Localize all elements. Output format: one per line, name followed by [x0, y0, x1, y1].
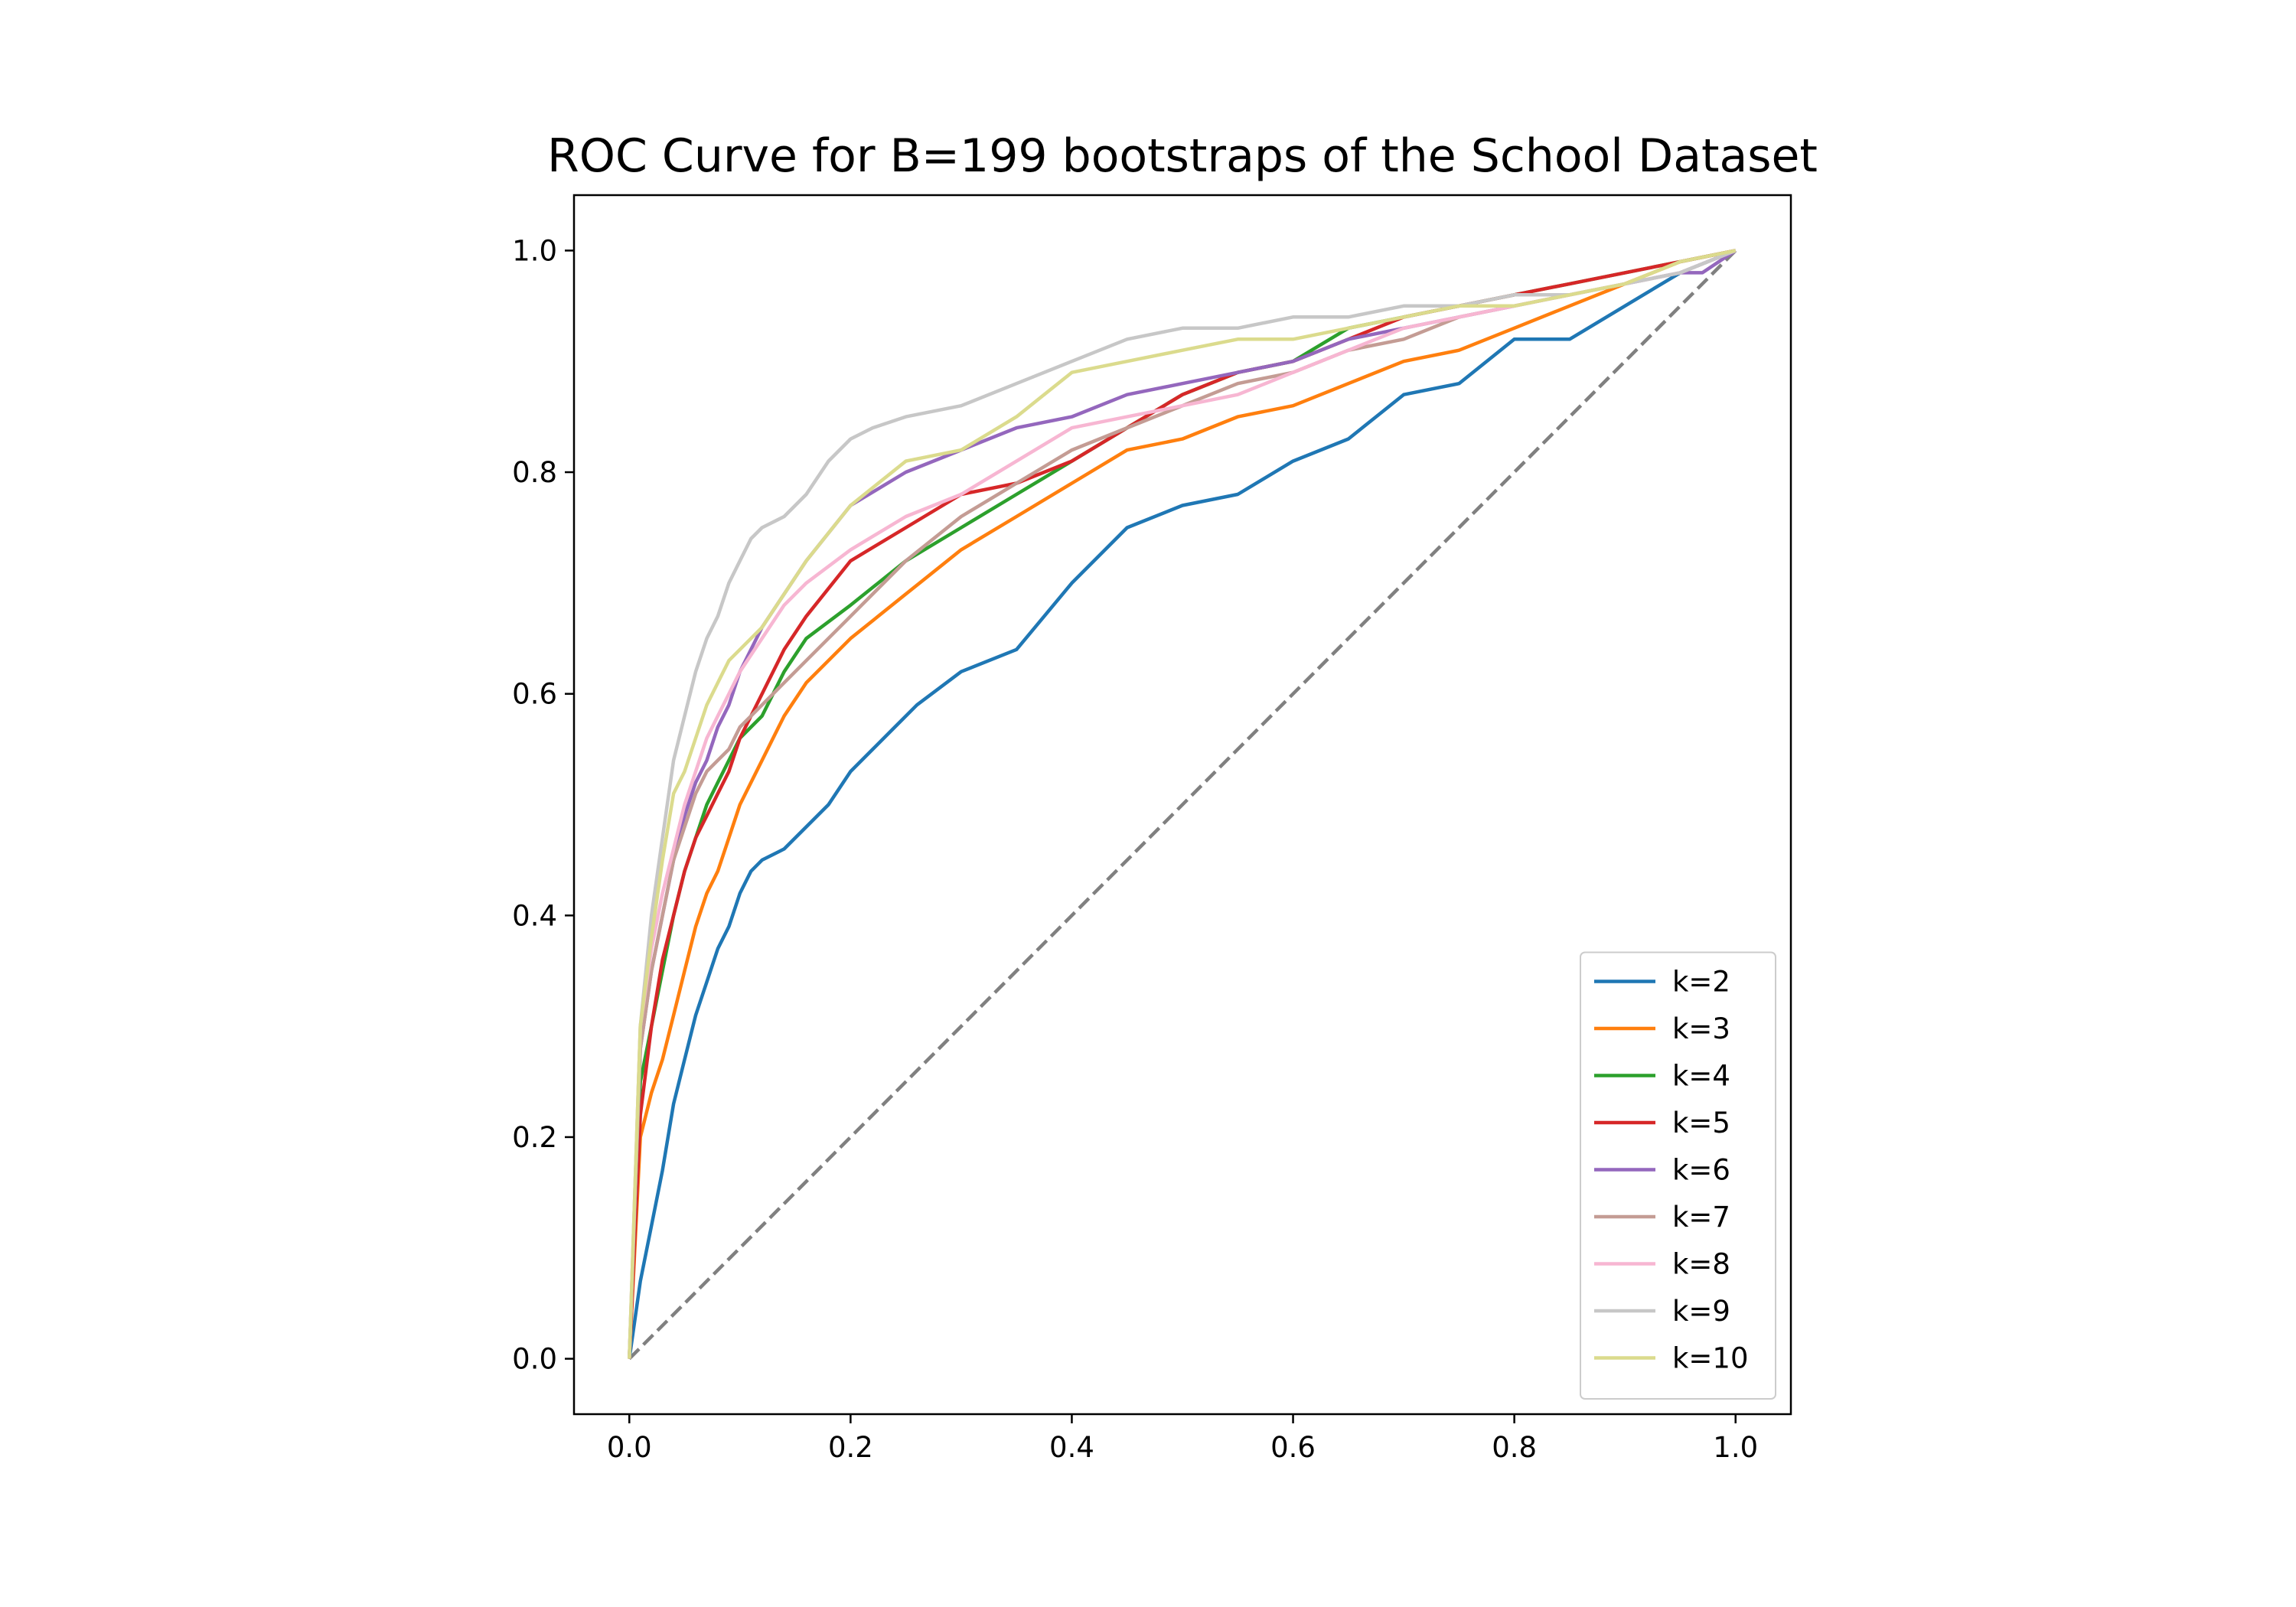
series-line-k-2 — [628, 249, 1737, 1359]
series-line-k-8 — [628, 249, 1737, 1359]
y-tick-label: 0.8 — [512, 456, 557, 489]
y-tick-label: 0.6 — [512, 678, 557, 711]
series-line-k-10 — [628, 249, 1737, 1359]
x-tick-label: 0.8 — [1492, 1431, 1537, 1464]
y-tick-label: 0.4 — [512, 899, 557, 932]
x-tick-label: 0.4 — [1049, 1431, 1094, 1464]
legend-label: k=5 — [1672, 1107, 1730, 1139]
series-line-k-3 — [628, 249, 1737, 1359]
legend-label: k=9 — [1672, 1295, 1730, 1328]
legend-label: k=2 — [1672, 966, 1730, 999]
legend-label: k=4 — [1672, 1060, 1730, 1093]
legend-label: k=8 — [1672, 1248, 1730, 1281]
x-tick-label: 0.0 — [607, 1431, 652, 1464]
chart-title: ROC Curve for B=199 bootstraps of the Sc… — [547, 129, 1818, 183]
axes-frame — [572, 194, 1792, 1416]
legend-box — [1580, 951, 1776, 1400]
legend-label: k=3 — [1672, 1012, 1730, 1045]
legend-label: k=7 — [1672, 1201, 1730, 1234]
legend: k=2 k=3 k=4 k=5 k=6 k=7 k=8 k=9 k=10 — [1580, 951, 1776, 1400]
plot-area: 0.0 0.2 0.4 0.6 0.8 1.0 0.0 0.2 0.4 0.6 0.8 1.0 — [512, 194, 1792, 1464]
x-tick-label: 0.2 — [828, 1431, 873, 1464]
legend-label: k=10 — [1672, 1342, 1749, 1375]
y-tick-label: 0.0 — [512, 1343, 557, 1376]
x-tick-label: 0.6 — [1270, 1431, 1316, 1464]
legend-label: k=6 — [1672, 1154, 1730, 1187]
series-line-k-9 — [628, 249, 1737, 1359]
chance-diagonal-line — [628, 249, 1737, 1361]
y-tick-label: 0.2 — [512, 1121, 557, 1154]
x-tick-label: 1.0 — [1713, 1431, 1758, 1464]
y-tick-label: 1.0 — [512, 234, 557, 267]
